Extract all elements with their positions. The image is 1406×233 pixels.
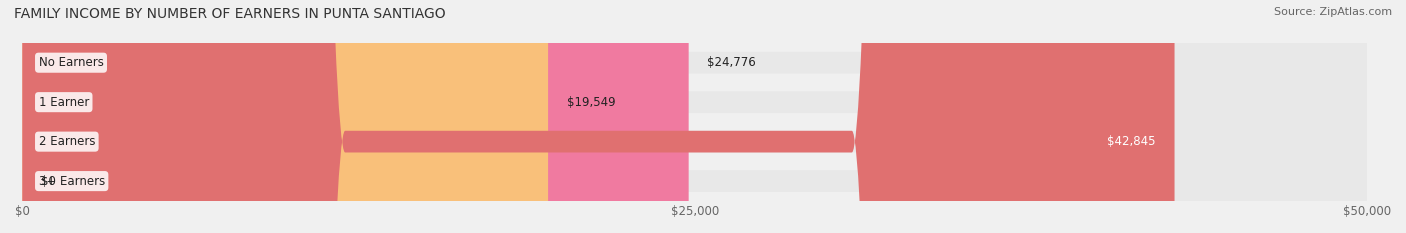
FancyBboxPatch shape <box>22 0 1367 233</box>
FancyBboxPatch shape <box>22 0 1367 233</box>
Text: 1 Earner: 1 Earner <box>38 96 89 109</box>
Text: 2 Earners: 2 Earners <box>38 135 96 148</box>
FancyBboxPatch shape <box>22 0 689 233</box>
FancyBboxPatch shape <box>22 0 1174 233</box>
FancyBboxPatch shape <box>22 0 548 233</box>
Text: $24,776: $24,776 <box>707 56 756 69</box>
Text: 3+ Earners: 3+ Earners <box>38 175 105 188</box>
FancyBboxPatch shape <box>22 0 1367 233</box>
Text: $19,549: $19,549 <box>567 96 616 109</box>
Text: FAMILY INCOME BY NUMBER OF EARNERS IN PUNTA SANTIAGO: FAMILY INCOME BY NUMBER OF EARNERS IN PU… <box>14 7 446 21</box>
Text: $0: $0 <box>41 175 56 188</box>
Text: No Earners: No Earners <box>38 56 104 69</box>
Text: Source: ZipAtlas.com: Source: ZipAtlas.com <box>1274 7 1392 17</box>
FancyBboxPatch shape <box>22 0 1367 233</box>
Text: $42,845: $42,845 <box>1107 135 1156 148</box>
